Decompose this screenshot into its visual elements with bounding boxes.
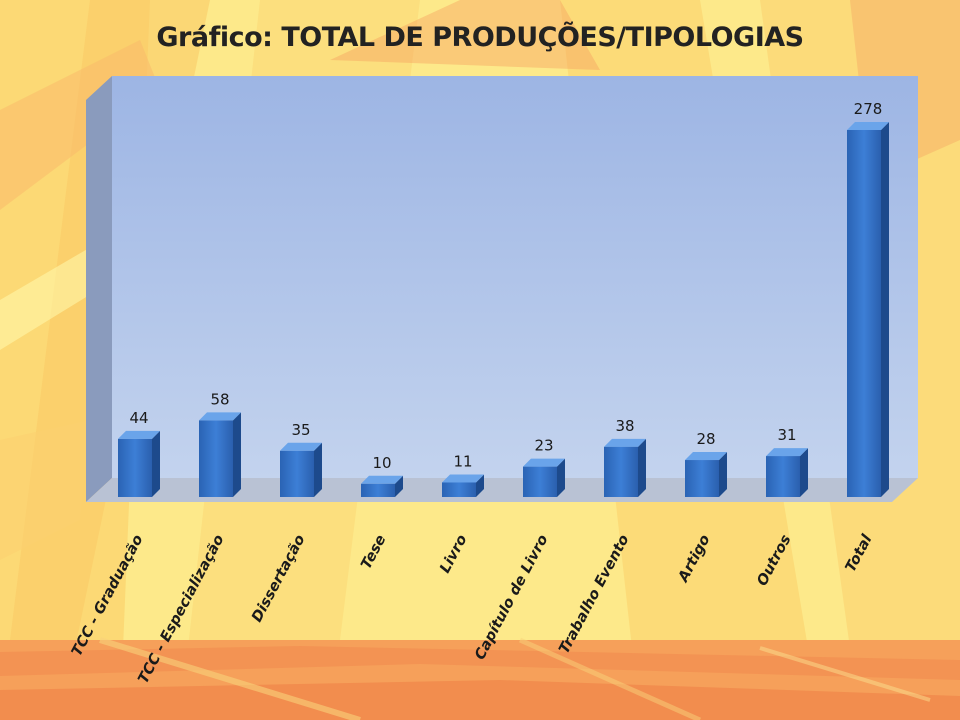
- bar: [847, 122, 889, 497]
- bar-top: [361, 475, 403, 484]
- data-label: 278: [854, 100, 883, 118]
- data-label: 28: [696, 430, 715, 448]
- bar: [280, 442, 322, 497]
- data-label: 35: [291, 421, 310, 439]
- bar: [523, 458, 565, 497]
- bar-top: [604, 438, 646, 447]
- data-label: 11: [453, 452, 472, 470]
- bar-top: [442, 474, 484, 483]
- category-label: Artigo: [675, 532, 713, 585]
- bar-front: [685, 460, 719, 497]
- plot-side-wall: [86, 76, 112, 502]
- data-label: 58: [210, 390, 229, 408]
- bar-side: [719, 452, 727, 497]
- bar-top: [118, 430, 160, 439]
- category-label: Outros: [754, 532, 794, 589]
- category-label: Trabalho Evento: [556, 532, 632, 656]
- category-label: Livro: [437, 532, 470, 576]
- bar-top: [280, 442, 322, 451]
- category-label: Capítulo de Livro: [472, 532, 551, 662]
- bar-top: [523, 458, 565, 467]
- data-label: 23: [534, 437, 553, 455]
- category-label: TCC - Especialização: [136, 532, 228, 686]
- data-label: 10: [372, 454, 391, 472]
- bar: [199, 412, 241, 497]
- bar-front: [361, 483, 395, 497]
- bar-side: [314, 442, 322, 497]
- bar-side: [557, 458, 565, 497]
- bar-side: [638, 438, 646, 497]
- bar-side: [800, 448, 808, 497]
- bar-front: [280, 450, 314, 497]
- bar-side: [152, 430, 160, 497]
- bar: [604, 438, 646, 497]
- bar: [118, 430, 160, 497]
- bar: [685, 452, 727, 497]
- slide-title: Gráfico: TOTAL DE PRODUÇÕES/TIPOLOGIAS: [156, 22, 804, 53]
- data-label: 38: [615, 417, 634, 435]
- bar-top: [685, 452, 727, 461]
- bar-side: [881, 122, 889, 497]
- bar: [442, 474, 484, 497]
- bar-top: [199, 412, 241, 421]
- category-label: Dissertação: [249, 532, 308, 625]
- category-label: Tese: [358, 532, 389, 572]
- plot-area: [86, 76, 918, 502]
- bar-side: [395, 475, 403, 497]
- plot-back-wall: [112, 76, 918, 478]
- data-label: 44: [129, 409, 148, 427]
- bar-front: [442, 482, 476, 497]
- bar: [361, 475, 403, 497]
- bar-front: [523, 466, 557, 497]
- bar-front: [847, 130, 881, 497]
- bar-top: [847, 122, 889, 130]
- bar-front: [118, 438, 152, 497]
- bar-side: [476, 474, 484, 497]
- bar-front: [199, 420, 233, 497]
- bar-front: [604, 446, 638, 497]
- data-label: 31: [777, 426, 796, 444]
- bar: [766, 448, 808, 497]
- bar-top: [766, 448, 808, 457]
- category-label: TCC - Graduação: [69, 532, 147, 659]
- bar-front: [766, 456, 800, 497]
- category-label: Total: [843, 531, 876, 574]
- bar-side: [233, 412, 241, 497]
